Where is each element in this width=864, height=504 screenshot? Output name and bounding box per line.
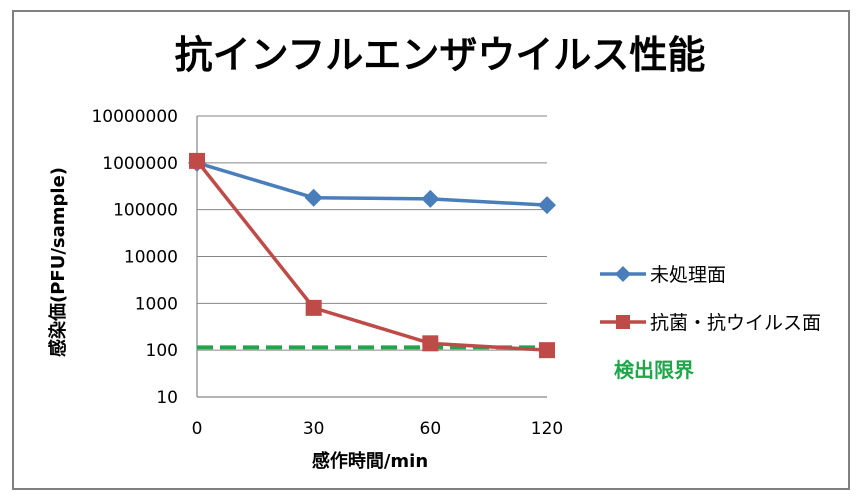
legend-marker	[615, 266, 631, 282]
legend-label: 未処理面	[650, 264, 726, 286]
legend-label: 抗菌・抗ウイルス面	[650, 312, 821, 334]
grid	[197, 115, 547, 351]
data-point	[421, 189, 440, 208]
data-point	[422, 335, 439, 352]
y-tick-label: 1000	[135, 294, 178, 314]
y-tick-label: 10000	[124, 248, 178, 268]
x-tick-label: 120	[531, 419, 563, 439]
y-axis-title: 感染価(PFU/sample)	[47, 167, 69, 357]
detection-limit-label: 検出限界	[614, 358, 694, 382]
data-point	[304, 188, 323, 207]
x-tick-label: 60	[420, 419, 442, 439]
data-point	[539, 342, 555, 359]
x-tick-labels: 0 30 60 120	[192, 419, 564, 439]
chart-frame	[12, 10, 850, 490]
series-line-1	[195, 159, 548, 352]
data-point	[538, 196, 556, 215]
x-axis-title: 感作時間/min	[312, 450, 428, 472]
y-tick-label: 100	[146, 341, 178, 361]
legend-marker	[616, 315, 630, 329]
data-point	[305, 299, 322, 316]
chart-title: 抗インフルエンザウイルス性能	[175, 33, 706, 77]
y-tick-label: 10000000	[91, 107, 178, 127]
series-group	[188, 152, 556, 359]
x-tick-label: 0	[192, 419, 203, 439]
y-tick-label: 10	[156, 388, 178, 408]
y-tick-label: 100000	[113, 201, 178, 221]
x-tick-label: 30	[303, 419, 325, 439]
data-point	[189, 152, 205, 169]
y-tick-label: 1000000	[102, 154, 178, 174]
series-line-0	[196, 161, 548, 207]
y-tick-labels: 10 100 1000 10000 100000 1000000 10000000	[91, 107, 178, 408]
